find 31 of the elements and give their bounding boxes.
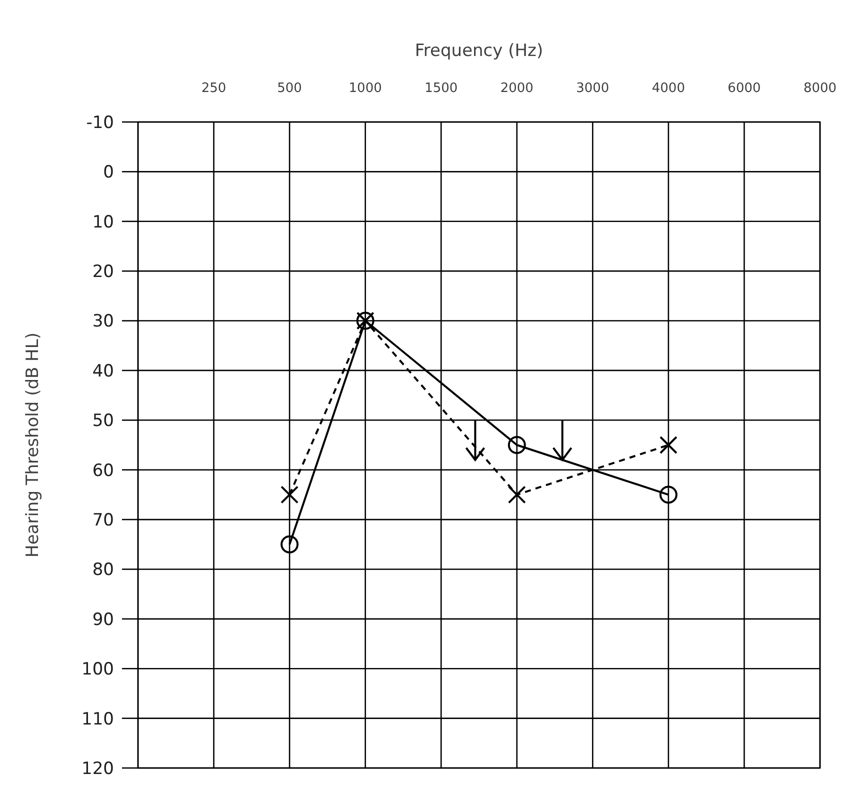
x-tick-label: 1000 bbox=[348, 81, 382, 96]
x-tick-label: 6000 bbox=[728, 81, 761, 96]
point bbox=[508, 486, 526, 504]
y-tick-label: 10 bbox=[92, 212, 114, 232]
y-tick-label: 90 bbox=[92, 610, 114, 630]
y-tick-label: -10 bbox=[86, 112, 114, 133]
point bbox=[659, 486, 678, 504]
point bbox=[280, 486, 299, 504]
y-tick-label: 70 bbox=[92, 510, 114, 530]
x-axis-title: Frequency (Hz) bbox=[414, 41, 544, 61]
y-tick-label: 60 bbox=[92, 460, 114, 481]
y-tick-label: 80 bbox=[92, 560, 114, 580]
point bbox=[280, 535, 299, 554]
y-tick-label: 100 bbox=[82, 660, 114, 680]
x-tick-label: 4000 bbox=[652, 81, 685, 96]
point bbox=[508, 436, 526, 454]
x-tick-label: 500 bbox=[277, 81, 302, 96]
y-tick-label: 0 bbox=[103, 162, 114, 183]
x-tick-label: 3000 bbox=[576, 81, 610, 96]
x-tick-label: 1500 bbox=[424, 81, 458, 96]
y-tick-label: 110 bbox=[82, 709, 114, 730]
x-tick-label: 8000 bbox=[803, 81, 837, 96]
y-tick-label: 40 bbox=[92, 361, 114, 382]
y-tick-label: 20 bbox=[92, 262, 114, 282]
y-tick-label: 120 bbox=[82, 758, 114, 779]
x-tick-label: 2000 bbox=[500, 81, 534, 96]
y-tick-label: 30 bbox=[92, 312, 114, 332]
point bbox=[659, 436, 678, 454]
x-tick-label: 250 bbox=[201, 81, 226, 96]
y-tick-label: 50 bbox=[92, 411, 114, 432]
y-axis-title: Hearing Threshold (dB HL) bbox=[23, 332, 43, 558]
